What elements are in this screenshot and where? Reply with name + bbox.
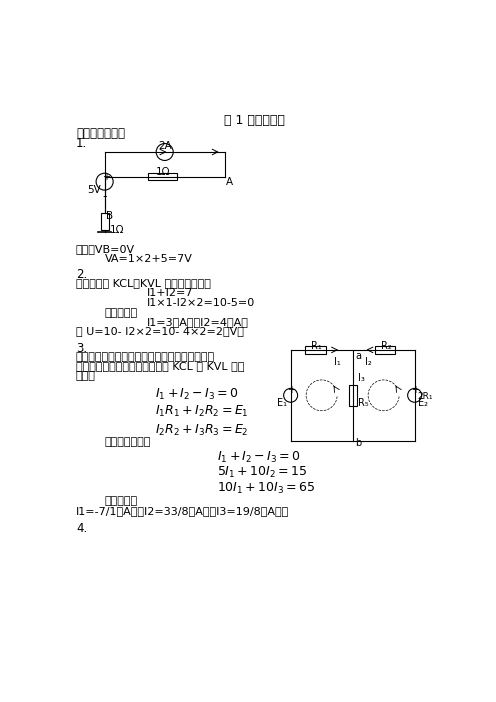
Text: 1Ω: 1Ω: [156, 167, 170, 178]
Text: $I_1 + I_2 - I_3 = 0$: $I_1 + I_2 - I_3 = 0$: [155, 387, 239, 402]
Text: $I_1R_1 + I_2R_2 = E_1$: $I_1R_1 + I_2R_2 = E_1$: [155, 404, 248, 419]
Text: $5I_1 + 10I_2 = 15$: $5I_1 + 10I_2 = 15$: [217, 465, 308, 480]
Text: A: A: [226, 178, 234, 187]
Text: VA=1×2+5=7V: VA=1×2+5=7V: [105, 253, 192, 264]
Text: +: +: [412, 385, 420, 395]
Text: 2R₁: 2R₁: [418, 392, 433, 402]
Text: $I_1 + I_2 - I_3 = 0$: $I_1 + I_2 - I_3 = 0$: [217, 450, 301, 465]
Text: I1=3（A），I2=4（A）: I1=3（A），I2=4（A）: [147, 317, 249, 326]
Text: R₅: R₅: [358, 399, 369, 409]
Text: b: b: [355, 437, 361, 448]
Text: +: +: [102, 173, 110, 183]
Text: I1×1-I2×2=10-5=0: I1×1-I2×2=10-5=0: [147, 298, 255, 308]
Text: -: -: [102, 190, 107, 203]
Text: 2.: 2.: [76, 267, 87, 281]
Text: $10I_1 + 10I_3 = 65$: $10I_1 + 10I_3 = 65$: [217, 481, 315, 496]
Text: +: +: [288, 385, 296, 395]
Text: I₁: I₁: [334, 357, 341, 367]
Text: I₂: I₂: [365, 357, 372, 367]
Text: a: a: [355, 352, 361, 362]
Text: 解方程可得: 解方程可得: [105, 307, 138, 317]
Text: 解方程可得: 解方程可得: [105, 496, 138, 506]
Text: I₃: I₃: [358, 373, 365, 383]
Text: B: B: [106, 211, 113, 220]
Text: 2A: 2A: [159, 141, 172, 151]
Bar: [349, 385, 357, 406]
Text: R₂: R₂: [380, 341, 391, 352]
Text: 答案：根据 KCL、KVL 可列方程如下：: 答案：根据 KCL、KVL 可列方程如下：: [76, 278, 211, 289]
Bar: [375, 346, 395, 354]
Bar: [101, 213, 109, 230]
Text: 1Ω: 1Ω: [110, 225, 124, 234]
Text: 5V: 5V: [88, 185, 101, 194]
Text: E₁: E₁: [277, 399, 288, 409]
Text: 4.: 4.: [76, 522, 87, 535]
Text: 3.: 3.: [76, 342, 87, 355]
Text: E₂: E₂: [418, 399, 428, 409]
Text: I1+I2=7: I1+I2=7: [147, 289, 194, 298]
Text: 则 U=10- I2×2=10- 4×2=2（V）: 则 U=10- I2×2=10- 4×2=2（V）: [76, 326, 244, 336]
Text: I1=-7/1（A），I2=33/8（A），I3=19/8（A）。: I1=-7/1（A），I2=33/8（A），I3=19/8（A）。: [76, 506, 289, 516]
Text: 程如下: 程如下: [76, 371, 96, 380]
Bar: [148, 173, 178, 180]
Text: 1.: 1.: [76, 137, 87, 150]
Text: 答案：在电路图上标出各支路电流的参考方向，: 答案：在电路图上标出各支路电流的参考方向，: [76, 352, 215, 362]
Text: 答案：VB=0V: 答案：VB=0V: [76, 244, 135, 254]
Bar: [306, 346, 325, 354]
Text: 代入已知数据得: 代入已知数据得: [105, 437, 151, 447]
Text: 四、分析计算题: 四、分析计算题: [76, 126, 125, 140]
Text: 第 1 章习题详解: 第 1 章习题详解: [224, 114, 285, 126]
Text: R₁: R₁: [311, 341, 321, 352]
Text: 如图所示，选取绕行方向，应用 KCL 和 KVL 列方: 如图所示，选取绕行方向，应用 KCL 和 KVL 列方: [76, 362, 245, 371]
Text: $I_2R_2 + I_3R_3 = E_2$: $I_2R_2 + I_3R_3 = E_2$: [155, 423, 248, 438]
